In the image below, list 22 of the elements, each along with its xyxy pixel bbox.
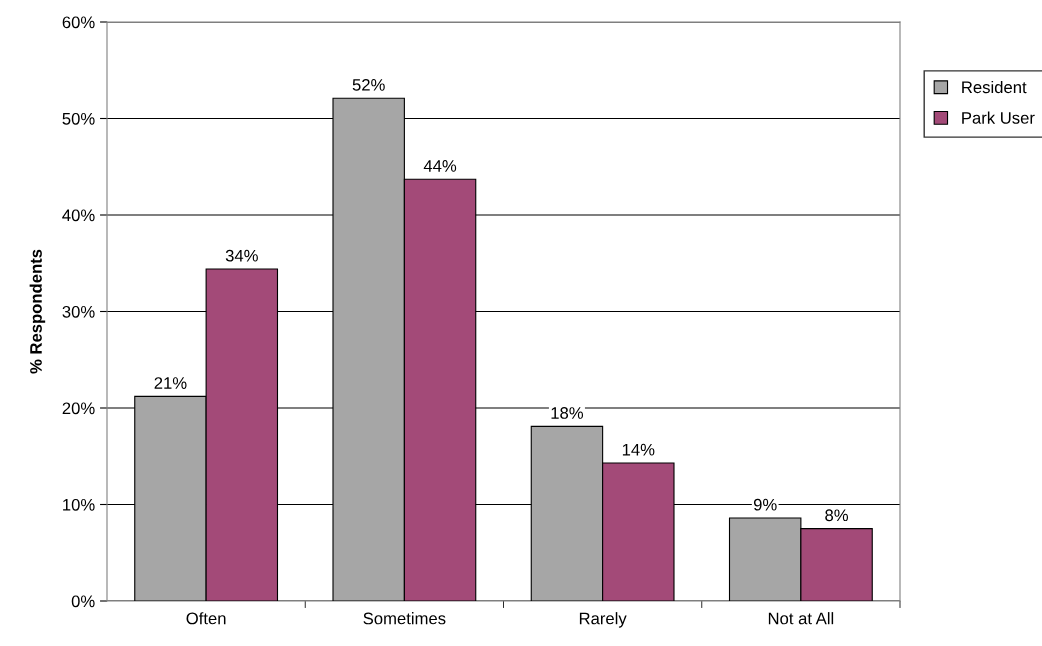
legend-label: Park User [962,111,1035,124]
legend-label: Resident [962,80,1027,94]
x-tick-label: Sometimes [363,612,446,625]
data-label: 44% [423,160,457,172]
y-tick-label: 30% [62,305,95,318]
data-label: 8% [825,509,849,522]
y-tick-label: 0% [71,595,95,608]
x-tick-label: Not at All [768,612,834,625]
y-tick-label: 10% [63,498,95,511]
y-tick-label: 20% [62,402,95,415]
data-label: 52% [352,78,385,91]
data-label: 21% [154,377,187,389]
data-label: 34% [225,249,258,262]
x-tick-label: Rarely [579,612,627,628]
data-label: 18% [551,407,584,419]
y-tick-label: 50% [62,112,95,125]
y-axis-title: % Respondents [29,249,46,374]
y-tick-label: 40% [62,209,95,222]
x-tick-label: Often [186,612,226,625]
data-label: 14% [622,443,655,456]
data-label: 9% [753,498,777,511]
y-tick-label: 60% [62,16,95,29]
